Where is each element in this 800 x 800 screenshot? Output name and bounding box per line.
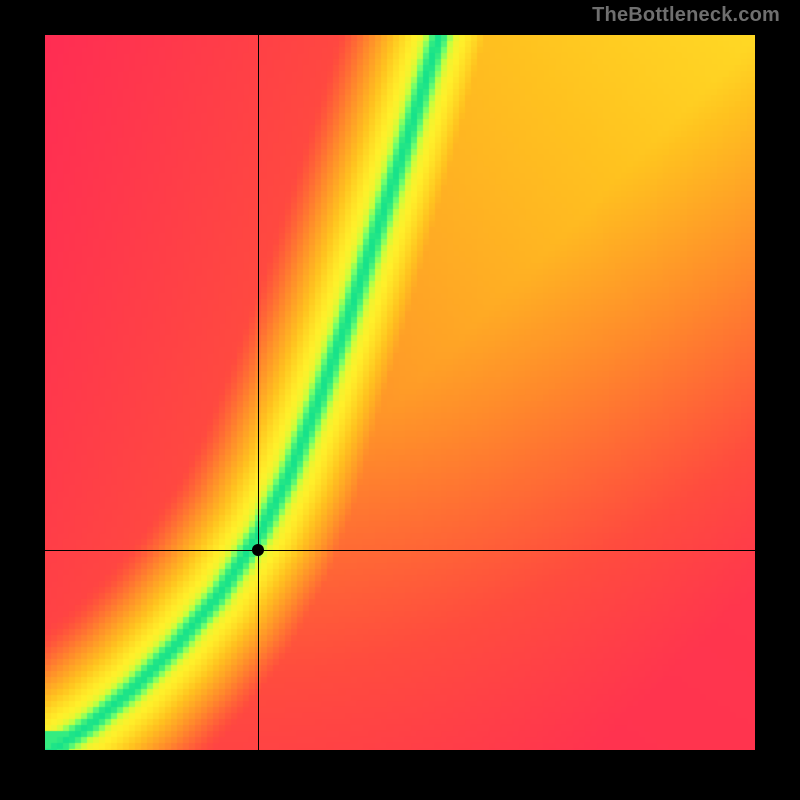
crosshair-marker-dot: [252, 544, 264, 556]
crosshair-vertical: [258, 35, 259, 750]
stage: TheBottleneck.com: [0, 0, 800, 800]
heatmap-canvas: [45, 35, 755, 750]
watermark-text: TheBottleneck.com: [592, 4, 780, 27]
heatmap-plot: [45, 35, 755, 750]
crosshair-horizontal: [45, 550, 755, 551]
